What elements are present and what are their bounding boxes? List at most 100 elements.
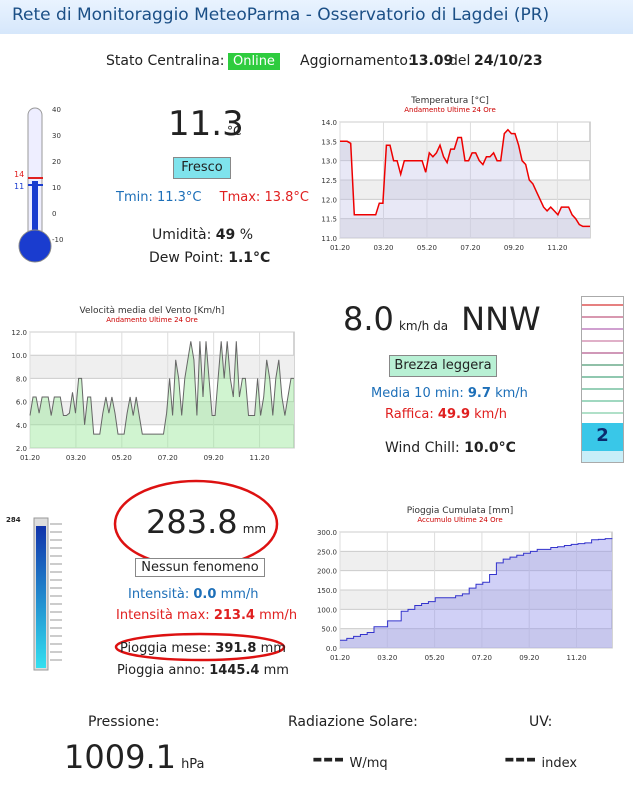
pressure-value: 1009.1	[64, 738, 176, 776]
thermo-scale-label: -10	[52, 236, 64, 244]
wind-chart-title: Velocità media del Vento [Km/h]	[79, 306, 225, 316]
x-tick-label: 07.20	[158, 454, 178, 462]
y-tick-label: 0.0	[326, 645, 337, 653]
rain-value: 283.8	[146, 503, 238, 541]
grid-band	[30, 355, 294, 379]
y-tick-label: 100.0	[317, 606, 337, 614]
wind-avg-label: Media 10 min:	[371, 386, 464, 401]
y-tick-label: 4.0	[16, 422, 27, 430]
temperature-chart-subtitle: Andamento Ultime 24 Ore	[404, 106, 496, 114]
y-tick-label: 12.5	[321, 177, 337, 185]
x-tick-label: 03.20	[373, 244, 393, 252]
rain-year-label: Pioggia anno:	[117, 663, 206, 678]
rain-intmax-unit: mm/h	[259, 608, 298, 623]
grid-band	[340, 141, 590, 161]
thermo-scale-label: 0	[52, 210, 57, 218]
series-line	[340, 128, 590, 228]
grid-band	[340, 551, 612, 571]
x-tick-label: 11.20	[547, 244, 567, 252]
update-del: del	[449, 53, 471, 69]
wind-avg-value: 9.7	[467, 386, 491, 401]
tmin-label: Tmin:	[116, 190, 153, 205]
uv-value: ---	[504, 744, 537, 774]
update-date: 24/10/23	[474, 53, 543, 69]
temperature-value: 11.3	[168, 104, 244, 144]
thermo-scale-label: 10	[52, 184, 61, 192]
grid-band	[340, 590, 612, 610]
update-time: 13.09	[409, 53, 454, 69]
x-tick-label: 07.20	[460, 244, 480, 252]
page-title: Rete di Monitoraggio MeteoParma - Osserv…	[12, 5, 550, 25]
grid-band	[30, 401, 294, 425]
humidity-label: Umidità:	[152, 227, 212, 243]
wind-chill-value: 10.0°C	[464, 440, 516, 456]
series-area	[340, 538, 612, 648]
dewpoint-value: 1.1°C	[228, 250, 271, 266]
rain-intensity-label: Intensità:	[128, 587, 190, 602]
rain-month-label: Pioggia mese:	[120, 641, 212, 656]
beaufort-scale-icon	[582, 304, 623, 462]
y-tick-label: 11.0	[321, 235, 337, 243]
grid-band	[340, 628, 612, 648]
wind-avg-unit: km/h	[495, 386, 528, 401]
temperature-chart-title: Temperatura [°C]	[411, 96, 489, 106]
tmax-label: Tmax:	[219, 190, 261, 205]
thermo-max-marker: 14	[14, 170, 25, 179]
temperature-unit: °C	[227, 124, 242, 138]
x-tick-label: 01.20	[330, 244, 350, 252]
y-tick-label: 14.0	[321, 119, 337, 127]
x-tick-label: 11.20	[250, 454, 270, 462]
rain-gauge-icon	[33, 517, 62, 671]
grid-band	[340, 180, 590, 200]
x-tick-label: 09.20	[504, 244, 524, 252]
wind-chill-label: Wind Chill:	[385, 440, 460, 456]
x-tick-label: 05.20	[417, 244, 437, 252]
humidity-value: 49	[215, 227, 236, 243]
uv-unit: index	[541, 756, 578, 771]
wind-gust-label: Raffica:	[385, 407, 434, 422]
y-tick-label: 13.5	[321, 138, 337, 146]
temperature-condition-badge: Fresco	[173, 157, 231, 179]
status-row: Stato Centralina: Online Aggiornamento: …	[0, 53, 633, 73]
wind-unit-from: km/h da	[398, 319, 449, 333]
plot-area	[29, 331, 295, 449]
update-label: Aggiornamento:	[300, 53, 413, 69]
station-status-label: Stato Centralina:	[106, 53, 225, 69]
y-tick-label: 13.0	[321, 158, 337, 166]
wind-chart: Velocità media del Vento [Km/h] Andament…	[4, 306, 300, 478]
rain-chart-subtitle: Accumulo Ultime 24 Ore	[417, 516, 503, 524]
rain-month-unit: mm	[260, 641, 286, 656]
title-bar: Rete di Monitoraggio MeteoParma - Osserv…	[0, 0, 633, 34]
solar-label: Radiazione Solare:	[288, 714, 418, 730]
wind-direction: NNW	[461, 300, 541, 338]
wind-speed-value: 8.0	[343, 300, 394, 338]
temperature-chart-svg: 14.0 13.5 13.0 12.5 12.0 11.5 11.001.20 03.20 05…	[321, 119, 591, 252]
x-tick-label: 09.20	[519, 654, 539, 662]
y-tick-label: 11.5	[321, 216, 337, 224]
rain-chart: Pioggia Cumulata [mm] Accumulo Ultime 24…	[300, 506, 620, 678]
y-tick-label: 2.0	[16, 445, 27, 453]
y-tick-label: 10.0	[11, 352, 27, 360]
x-tick-label: 07.20	[472, 654, 492, 662]
y-tick-label: 250.0	[317, 548, 337, 556]
x-tick-label: 03.20	[66, 454, 86, 462]
series-line	[340, 538, 613, 641]
rain-year-unit: mm	[263, 663, 289, 678]
pressure-unit: hPa	[181, 757, 205, 772]
wind-gust-unit: km/h	[474, 407, 507, 422]
y-tick-label: 8.0	[16, 375, 27, 383]
tmin-value: 11.3°C	[156, 190, 202, 205]
series-area	[30, 341, 294, 448]
wind-chart-subtitle: Andamento Ultime 24 Ore	[106, 316, 198, 324]
rain-chart-svg: 300.0 250.0 200.0 150.0 100.0 50.0 0.001.20 03.…	[317, 529, 613, 662]
x-tick-label: 03.20	[377, 654, 397, 662]
wind-readout: 8.0 km/h da NNW	[343, 300, 541, 338]
x-tick-label: 01.20	[20, 454, 40, 462]
thermometer-icon	[18, 107, 52, 263]
beaufort-level: 2	[596, 425, 609, 446]
series-line	[29, 341, 294, 435]
wind-condition-badge: Brezza leggera	[389, 355, 497, 377]
thermo-scale-label: 40	[52, 106, 61, 114]
thermo-min-marker: 11	[14, 182, 25, 191]
dewpoint-label: Dew Point:	[149, 250, 224, 266]
